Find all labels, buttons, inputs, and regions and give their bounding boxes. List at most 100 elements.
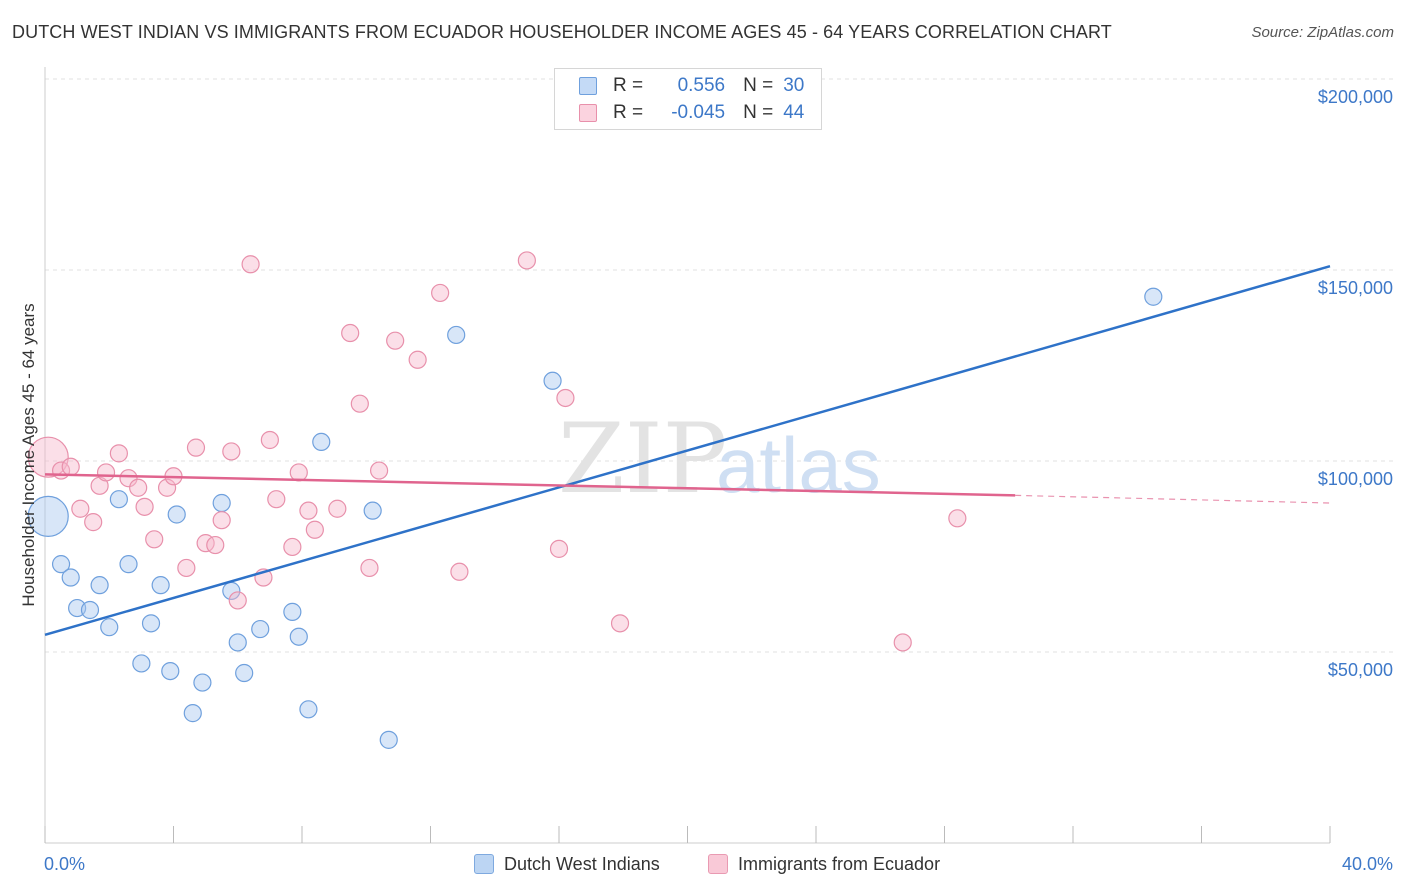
- point-s0-10[interactable]: [141, 614, 161, 633]
- point-s0-26[interactable]: [379, 730, 398, 749]
- trend-line-s1: [44, 473, 1016, 497]
- legend-n-value: 30: [783, 75, 805, 96]
- point-s0-13[interactable]: [167, 505, 186, 524]
- trend-line-s0: [44, 264, 1331, 637]
- point-s0-0[interactable]: [27, 495, 69, 537]
- point-s1-19[interactable]: [222, 442, 241, 461]
- point-s0-19[interactable]: [235, 663, 254, 683]
- bottom-legend-label: Dutch West Indians: [504, 853, 660, 874]
- point-s0-28[interactable]: [543, 371, 562, 390]
- point-s1-11[interactable]: [145, 530, 164, 549]
- trend-layer: [44, 264, 1331, 637]
- point-s1-17[interactable]: [206, 535, 225, 555]
- point-s0-1[interactable]: [51, 555, 71, 574]
- point-s0-7[interactable]: [109, 490, 128, 509]
- point-s1-40[interactable]: [556, 388, 575, 408]
- series-1: [27, 251, 967, 652]
- point-s1-26[interactable]: [289, 463, 308, 482]
- point-s0-23[interactable]: [299, 700, 318, 719]
- axes: [44, 67, 1331, 844]
- point-s1-18[interactable]: [212, 511, 231, 530]
- point-s0-2[interactable]: [61, 568, 80, 587]
- point-s0-15[interactable]: [193, 673, 212, 692]
- watermark-zip: ZIP: [558, 403, 727, 515]
- point-s1-10[interactable]: [135, 497, 154, 516]
- point-s1-39[interactable]: [549, 539, 569, 558]
- point-s1-2[interactable]: [61, 457, 80, 476]
- point-s0-27[interactable]: [447, 325, 466, 345]
- y-tick-label-2: $150,000: [1318, 278, 1393, 298]
- point-s1-38[interactable]: [517, 251, 536, 270]
- point-s1-33[interactable]: [370, 461, 389, 480]
- point-s0-5[interactable]: [90, 576, 109, 595]
- bottom-legend-swatch-pink: [708, 854, 728, 874]
- point-s0-14[interactable]: [183, 704, 202, 723]
- legend-swatch-blue: [579, 77, 597, 95]
- y-tick-label-3: $200,000: [1318, 87, 1393, 107]
- series-layer: [27, 251, 1163, 749]
- legend-n-label: N =: [743, 75, 774, 96]
- point-s0-4[interactable]: [80, 600, 100, 620]
- point-s1-34[interactable]: [386, 331, 405, 350]
- point-s1-9[interactable]: [129, 478, 148, 497]
- y-tick-label-0: $50,000: [1328, 660, 1393, 680]
- point-s1-12[interactable]: [157, 478, 177, 497]
- bottom-legend-label: Immigrants from Ecuador: [738, 853, 941, 874]
- source-label: Source: ZipAtlas.com: [1251, 24, 1394, 41]
- point-s0-25[interactable]: [363, 501, 382, 520]
- series-0: [27, 287, 1163, 749]
- point-s1-21[interactable]: [241, 255, 260, 274]
- point-s0-11[interactable]: [151, 576, 170, 595]
- legend-swatch-pink: [579, 104, 597, 122]
- point-s1-43[interactable]: [948, 509, 967, 528]
- point-s1-15[interactable]: [186, 438, 206, 457]
- point-s1-31[interactable]: [350, 394, 369, 413]
- point-s0-8[interactable]: [119, 555, 138, 574]
- point-s0-24[interactable]: [312, 432, 331, 451]
- point-s0-9[interactable]: [132, 654, 151, 673]
- point-s1-37[interactable]: [450, 562, 469, 581]
- point-s1-7[interactable]: [109, 444, 128, 463]
- point-s1-41[interactable]: [610, 614, 630, 633]
- legend-r-label: R =: [613, 75, 644, 96]
- point-s0-18[interactable]: [228, 633, 247, 652]
- point-s0-21[interactable]: [283, 602, 302, 621]
- chart-title: DUTCH WEST INDIAN VS IMMIGRANTS FROM ECU…: [12, 22, 1112, 42]
- point-s1-0[interactable]: [27, 436, 69, 478]
- point-s0-16[interactable]: [212, 493, 231, 513]
- point-s1-4[interactable]: [84, 513, 103, 532]
- point-s1-42[interactable]: [893, 633, 912, 652]
- point-s0-12[interactable]: [161, 661, 180, 681]
- point-s0-20[interactable]: [251, 619, 270, 639]
- point-s1-20[interactable]: [228, 591, 247, 610]
- legend-row-dutch-west-indians: R = 0.556 N = 30: [579, 73, 804, 99]
- point-s1-32[interactable]: [360, 558, 379, 578]
- point-s1-6[interactable]: [96, 463, 116, 482]
- point-s1-30[interactable]: [341, 323, 360, 343]
- legend-n-label: N =: [743, 102, 774, 123]
- bottom-legend-dutch-west-indians: Dutch West Indians: [474, 852, 660, 876]
- point-s0-6[interactable]: [100, 618, 119, 637]
- legend-n-value: 44: [783, 102, 805, 123]
- point-s1-8[interactable]: [119, 469, 138, 488]
- point-s1-23[interactable]: [260, 430, 279, 450]
- point-s1-35[interactable]: [408, 350, 427, 369]
- bottom-legend-swatch-blue: [474, 854, 494, 874]
- bottom-legend-immigrants-from-ecuador: Immigrants from Ecuador: [708, 852, 940, 876]
- legend-r-label: R =: [613, 102, 644, 123]
- point-s0-22[interactable]: [289, 627, 308, 646]
- gridlines: [45, 78, 1395, 653]
- correlation-legend: R = 0.556 N = 30 R = -0.045 N = 44: [554, 68, 822, 130]
- point-s1-28[interactable]: [305, 520, 324, 539]
- legend-r-value: -0.045: [671, 102, 726, 123]
- point-s1-36[interactable]: [431, 283, 450, 303]
- legend-r-value: 0.556: [677, 75, 726, 96]
- trend-line-dashed-s1: [1015, 494, 1331, 504]
- point-s1-14[interactable]: [177, 558, 196, 578]
- point-s1-25[interactable]: [283, 537, 302, 557]
- point-s1-24[interactable]: [267, 490, 286, 509]
- point-s0-29[interactable]: [1144, 287, 1163, 306]
- point-s1-27[interactable]: [299, 501, 318, 520]
- point-s1-29[interactable]: [328, 499, 347, 518]
- point-s1-3[interactable]: [71, 499, 90, 518]
